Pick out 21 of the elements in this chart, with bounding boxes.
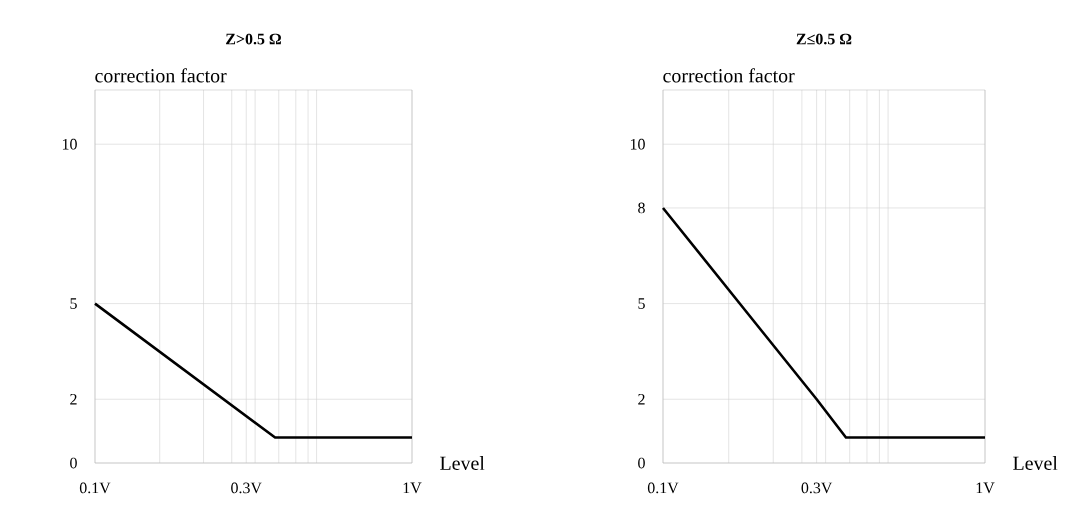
y-tick-label: 10 (62, 138, 77, 150)
x-axis-title: Level (1013, 455, 1058, 470)
x-tick-label: 0.1V (647, 482, 679, 494)
y-axis-title: correction factor (663, 68, 795, 83)
y-tick-label: 2 (638, 393, 645, 405)
x-tick-label: 0.3V (231, 482, 262, 494)
chart-title: Z>0.5 Ω (226, 33, 281, 45)
y-tick-label: 2 (70, 393, 77, 405)
x-tick-label: 1V (403, 482, 422, 494)
y-tick-label: 8 (638, 202, 645, 214)
x-tick-label: 1V (976, 482, 995, 494)
y-tick-label: 10 (630, 138, 645, 150)
y-tick-label: 5 (70, 298, 77, 309)
x-tick-label: 0.1V (79, 482, 111, 494)
x-axis-title: Level (440, 455, 485, 470)
y-axis-title: correction factor (95, 68, 227, 83)
x-tick-label: 0.3V (801, 482, 833, 494)
y-tick-label: 5 (638, 298, 645, 309)
chart-title: Z≤0.5 Ω (796, 33, 852, 45)
y-tick-label: 0 (638, 457, 645, 469)
y-tick-label: 0 (70, 457, 77, 469)
